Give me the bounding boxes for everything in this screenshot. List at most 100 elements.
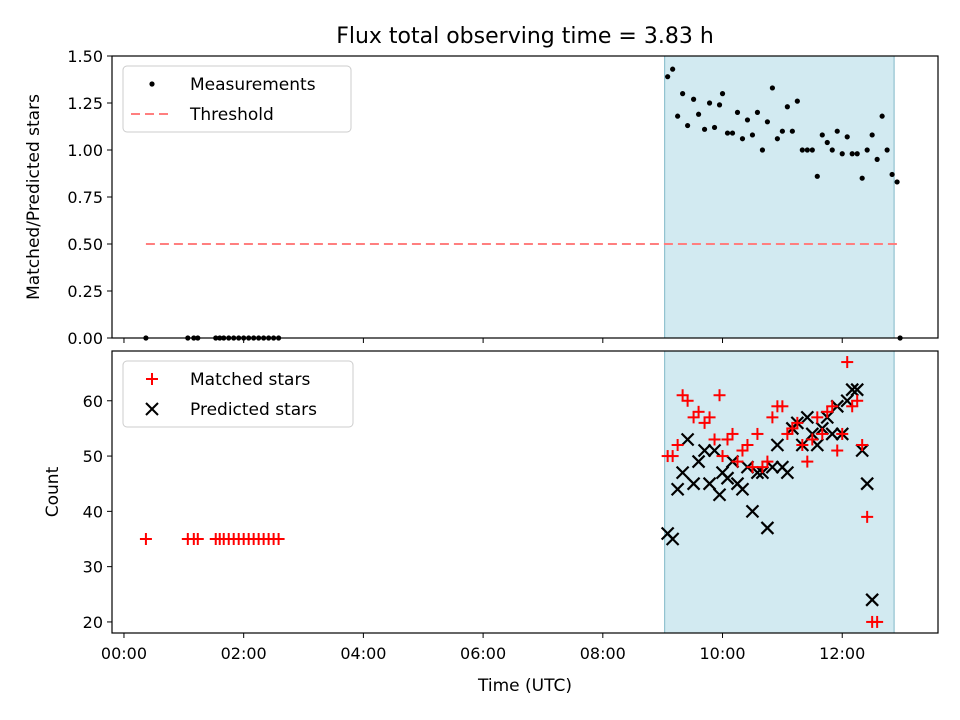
top-legend: Measurements Threshold [122, 65, 352, 133]
measurement-point [675, 113, 681, 119]
matched-star-point [856, 439, 869, 451]
measurement-point [695, 111, 702, 117]
measurement-point [869, 132, 875, 138]
matched-star-point [776, 400, 789, 413]
x-tick-label: 02:00 [221, 644, 267, 663]
measurement-point [897, 335, 903, 341]
measurement-point [734, 109, 741, 115]
legend-matched-label: Matched stars [190, 370, 310, 390]
matched-stars-points [139, 356, 884, 628]
matched-star-point [716, 450, 729, 463]
measurement-point [794, 98, 800, 104]
measurement-point [864, 147, 870, 153]
top-y-tick-label: 1.25 [67, 94, 103, 113]
matched-star-point [811, 411, 824, 424]
x-tick-label: 00:00 [101, 644, 147, 663]
matched-star-point [681, 394, 694, 407]
legend-predicted-marker [145, 402, 159, 416]
measurement-point [874, 156, 880, 162]
measurement-point [246, 335, 252, 341]
predicted-star-point [780, 465, 795, 480]
measurement-point [706, 100, 713, 106]
measurement-point [231, 335, 237, 341]
top-y-tick-label: 1.00 [67, 141, 103, 160]
chart-title: Flux total observing time = 3.83 h [336, 24, 714, 49]
measurement-point [729, 130, 736, 136]
measurement-point [854, 151, 860, 157]
measurement-point [221, 335, 227, 341]
matched-star-point [831, 444, 844, 457]
bottom-y-axis-label: Count [43, 466, 63, 517]
predicted-star-point [850, 382, 864, 397]
measurement-point [764, 119, 771, 125]
measurement-point [804, 147, 810, 153]
measurement-point [256, 335, 262, 341]
x-tick-label: 04:00 [340, 644, 386, 663]
bottom-y-tick-label: 20 [83, 613, 103, 632]
measurement-point [261, 335, 267, 341]
bottom-highlight-span [664, 350, 895, 634]
measurement-point [819, 132, 825, 138]
matched-star-point [816, 427, 829, 440]
matched-star-point [871, 615, 884, 628]
legend-measurements-marker [149, 81, 155, 87]
measurement-point [195, 335, 201, 341]
predicted-star-point [825, 427, 840, 441]
measurement-point [685, 122, 691, 129]
measurement-point [834, 128, 840, 134]
predicted-star-point [702, 476, 717, 491]
measurement-point [711, 124, 718, 131]
measurement-point [839, 151, 845, 157]
measurement-point [716, 102, 723, 108]
top-y-tick-label: 0.50 [67, 235, 103, 254]
predicted-star-point [697, 443, 712, 458]
matched-star-point [851, 394, 864, 407]
matched-star-point [826, 400, 839, 413]
top-highlight-span [664, 55, 895, 339]
measurement-point [754, 109, 761, 115]
top-y-tick-label: 0.00 [67, 329, 103, 348]
top-y-tick-label: 0.25 [67, 282, 103, 301]
matched-star-point [726, 427, 739, 440]
measurement-point [814, 173, 820, 179]
predicted-star-point [691, 454, 706, 469]
matched-star-point [713, 389, 726, 402]
measurement-point [759, 147, 766, 153]
predicted-star-point [680, 432, 695, 447]
measurement-point [217, 335, 223, 341]
matched-star-point [806, 433, 819, 446]
measurement-point [894, 179, 900, 185]
measurement-point [251, 335, 257, 341]
measurement-point [213, 335, 219, 341]
predicted-star-point [665, 532, 680, 546]
measurement-point [744, 117, 751, 123]
predicted-star-point [800, 410, 815, 425]
legend-measurements-label: Measurements [190, 75, 316, 95]
measurement-point [701, 126, 708, 132]
measurement-point [889, 171, 895, 178]
bottom-y-tick-label: 40 [83, 502, 103, 521]
matched-star-point [761, 455, 774, 468]
predicted-star-point [735, 482, 750, 497]
x-axis-label: Time (UTC) [477, 676, 572, 696]
matched-star-point [766, 411, 779, 424]
measurement-point [143, 335, 149, 341]
matched-star-point [692, 405, 705, 418]
measurement-point [236, 335, 242, 341]
measurements-points [143, 66, 903, 341]
predicted-star-point [720, 471, 735, 485]
bottom-plot-frame [111, 350, 939, 634]
x-tick-label: 08:00 [580, 644, 626, 663]
measurement-point [849, 151, 855, 157]
predicted-star-point [707, 443, 722, 458]
matched-star-point [861, 510, 874, 523]
measurement-point [719, 91, 726, 97]
measurement-point [266, 335, 272, 341]
measurement-point [226, 335, 232, 341]
predicted-star-point [845, 382, 859, 397]
x-tick-label: 12:00 [819, 644, 865, 663]
measurement-point [739, 136, 746, 142]
top-y-ticks: 0.00 0.25 0.50 0.75 1.00 1.25 1.50 [67, 47, 112, 348]
measurement-point [824, 139, 830, 146]
